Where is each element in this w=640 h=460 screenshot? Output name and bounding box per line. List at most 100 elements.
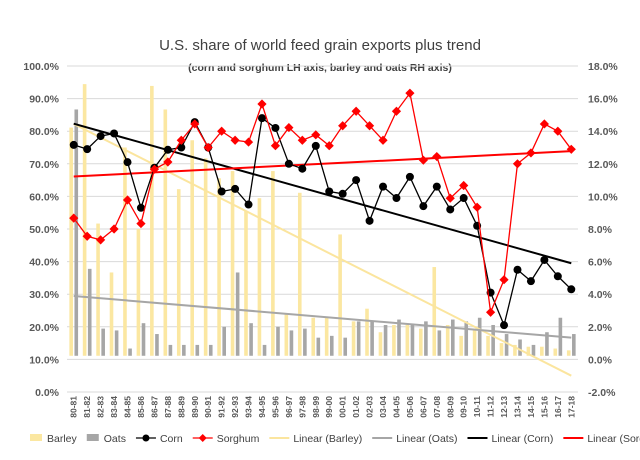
x-axis-tick-label: 06-07 (418, 396, 428, 418)
sorghum-point (230, 135, 240, 145)
corn-point (352, 176, 361, 185)
right-axis-tick-label: 6.0% (588, 257, 613, 269)
left-axis-tick-label: 20.0% (29, 322, 59, 334)
sorghum-point (69, 213, 79, 223)
x-axis-tick-label: 13-14 (512, 396, 522, 418)
right-axis-tick-label: 14.0% (588, 126, 618, 138)
sorghum-point (526, 148, 536, 158)
corn-point (338, 189, 347, 198)
sorghum-point (338, 121, 348, 131)
linear-sorghum-legend-label: Linear (Sorghum) (587, 433, 640, 445)
corn-point (83, 145, 92, 154)
left-axis-tick-label: 30.0% (29, 289, 59, 301)
left-axis-tick-label: 40.0% (29, 257, 59, 269)
oats-bar (249, 323, 253, 356)
oats-bar (343, 337, 348, 356)
barley-bar (109, 272, 114, 356)
barley-bar (499, 343, 504, 356)
corn-point (500, 321, 509, 330)
x-axis-tick-label: 03-04 (378, 396, 388, 418)
barley-bar (311, 317, 316, 356)
x-axis-tick-label: 15-16 (539, 396, 549, 418)
oats-bar (329, 335, 334, 356)
corn-point (177, 143, 186, 152)
barley-bar (271, 171, 275, 356)
corn-point (123, 158, 132, 167)
sorghum-point (566, 144, 576, 154)
right-axis-tick-label: 4.0% (588, 289, 613, 301)
corn-point (298, 164, 307, 173)
oats-bar (262, 344, 267, 356)
oats-bar (195, 344, 200, 356)
barley-bar (163, 109, 168, 356)
oats-bar (101, 328, 105, 356)
barley-legend-label: Barley (47, 433, 78, 445)
barley-bar (566, 350, 571, 356)
sorghum-point (351, 106, 361, 116)
x-axis-tick-label: 17-18 (566, 396, 576, 418)
oats-bar (235, 272, 240, 356)
oats-bar (87, 268, 92, 356)
left-axis-tick-label: 60.0% (29, 191, 59, 203)
sorghum-point (203, 142, 213, 153)
oats-bar (74, 109, 79, 356)
sorghum-point (217, 126, 227, 136)
oats-legend-label: Oats (104, 433, 126, 445)
left-axis-tick-label: 90.0% (29, 94, 59, 106)
corn-point (513, 265, 522, 274)
sorghum-point (96, 235, 106, 245)
x-axis-tick-label: 14-15 (526, 396, 536, 418)
barley-legend-swatch (30, 434, 42, 441)
barley-bar (150, 85, 154, 356)
x-axis-tick-label: 08-09 (445, 396, 455, 418)
chart-subtitle: (corn and sorghum LH axis, barley and oa… (188, 62, 452, 74)
barley-bar (82, 84, 87, 356)
oats-bar (410, 324, 415, 356)
right-axis-tick-label: 10.0% (588, 191, 618, 203)
oats-bar (155, 334, 159, 356)
trend-lines (73, 122, 572, 377)
sorghum-point (82, 231, 92, 241)
barley-bar (69, 127, 73, 356)
corn-point (379, 182, 388, 191)
corn-point (271, 123, 280, 132)
left-axis-tick-label: 100.0% (23, 61, 59, 73)
oats-bar (182, 344, 186, 356)
x-axis-tick-label: 96-97 (284, 396, 294, 418)
barley-bar (257, 198, 262, 356)
sorghum-point (243, 137, 254, 147)
x-axis-tick-label: 99-00 (324, 396, 334, 418)
right-axis-tick-label: 18.0% (588, 61, 618, 73)
legend: Barley Oats Corn Sorghum Linear (Barley) Line… (30, 433, 640, 445)
oats-bar (397, 319, 401, 356)
corn-point (553, 272, 562, 281)
line-series (69, 88, 576, 330)
chart-title: U.S. share of world feed grain exports p… (159, 37, 481, 54)
barley-bar (445, 324, 450, 356)
barley-bar (217, 178, 221, 356)
corn-point (540, 255, 549, 264)
sorghum-point (284, 122, 294, 133)
oats-bar (114, 330, 119, 356)
x-axis-tick-label: 98-99 (311, 396, 321, 418)
sorghum-point (378, 135, 388, 145)
x-axis-tick-label: 11-12 (486, 396, 496, 418)
sorghum-point (364, 121, 375, 131)
corn-legend-marker (142, 434, 150, 442)
sorghum-series-line (73, 91, 572, 315)
linear-sorghum-trend-line (73, 150, 572, 178)
barley-bar (338, 234, 342, 356)
corn-point (136, 203, 145, 212)
sorghum-point (432, 151, 442, 162)
barley-bar (513, 344, 517, 356)
right-axis-tick-label: 16.0% (588, 94, 618, 106)
left-axis-tick-label: 70.0% (29, 159, 59, 171)
x-axis-tick-label: 02-03 (365, 396, 375, 418)
corn-point (365, 216, 374, 225)
barley-bar (540, 346, 544, 356)
linear-barley-legend-label: Linear (Barley) (293, 433, 362, 445)
right-axis-tick-label: 2.0% (588, 322, 613, 334)
oats-bar (477, 317, 482, 356)
oats-bar (168, 344, 173, 356)
